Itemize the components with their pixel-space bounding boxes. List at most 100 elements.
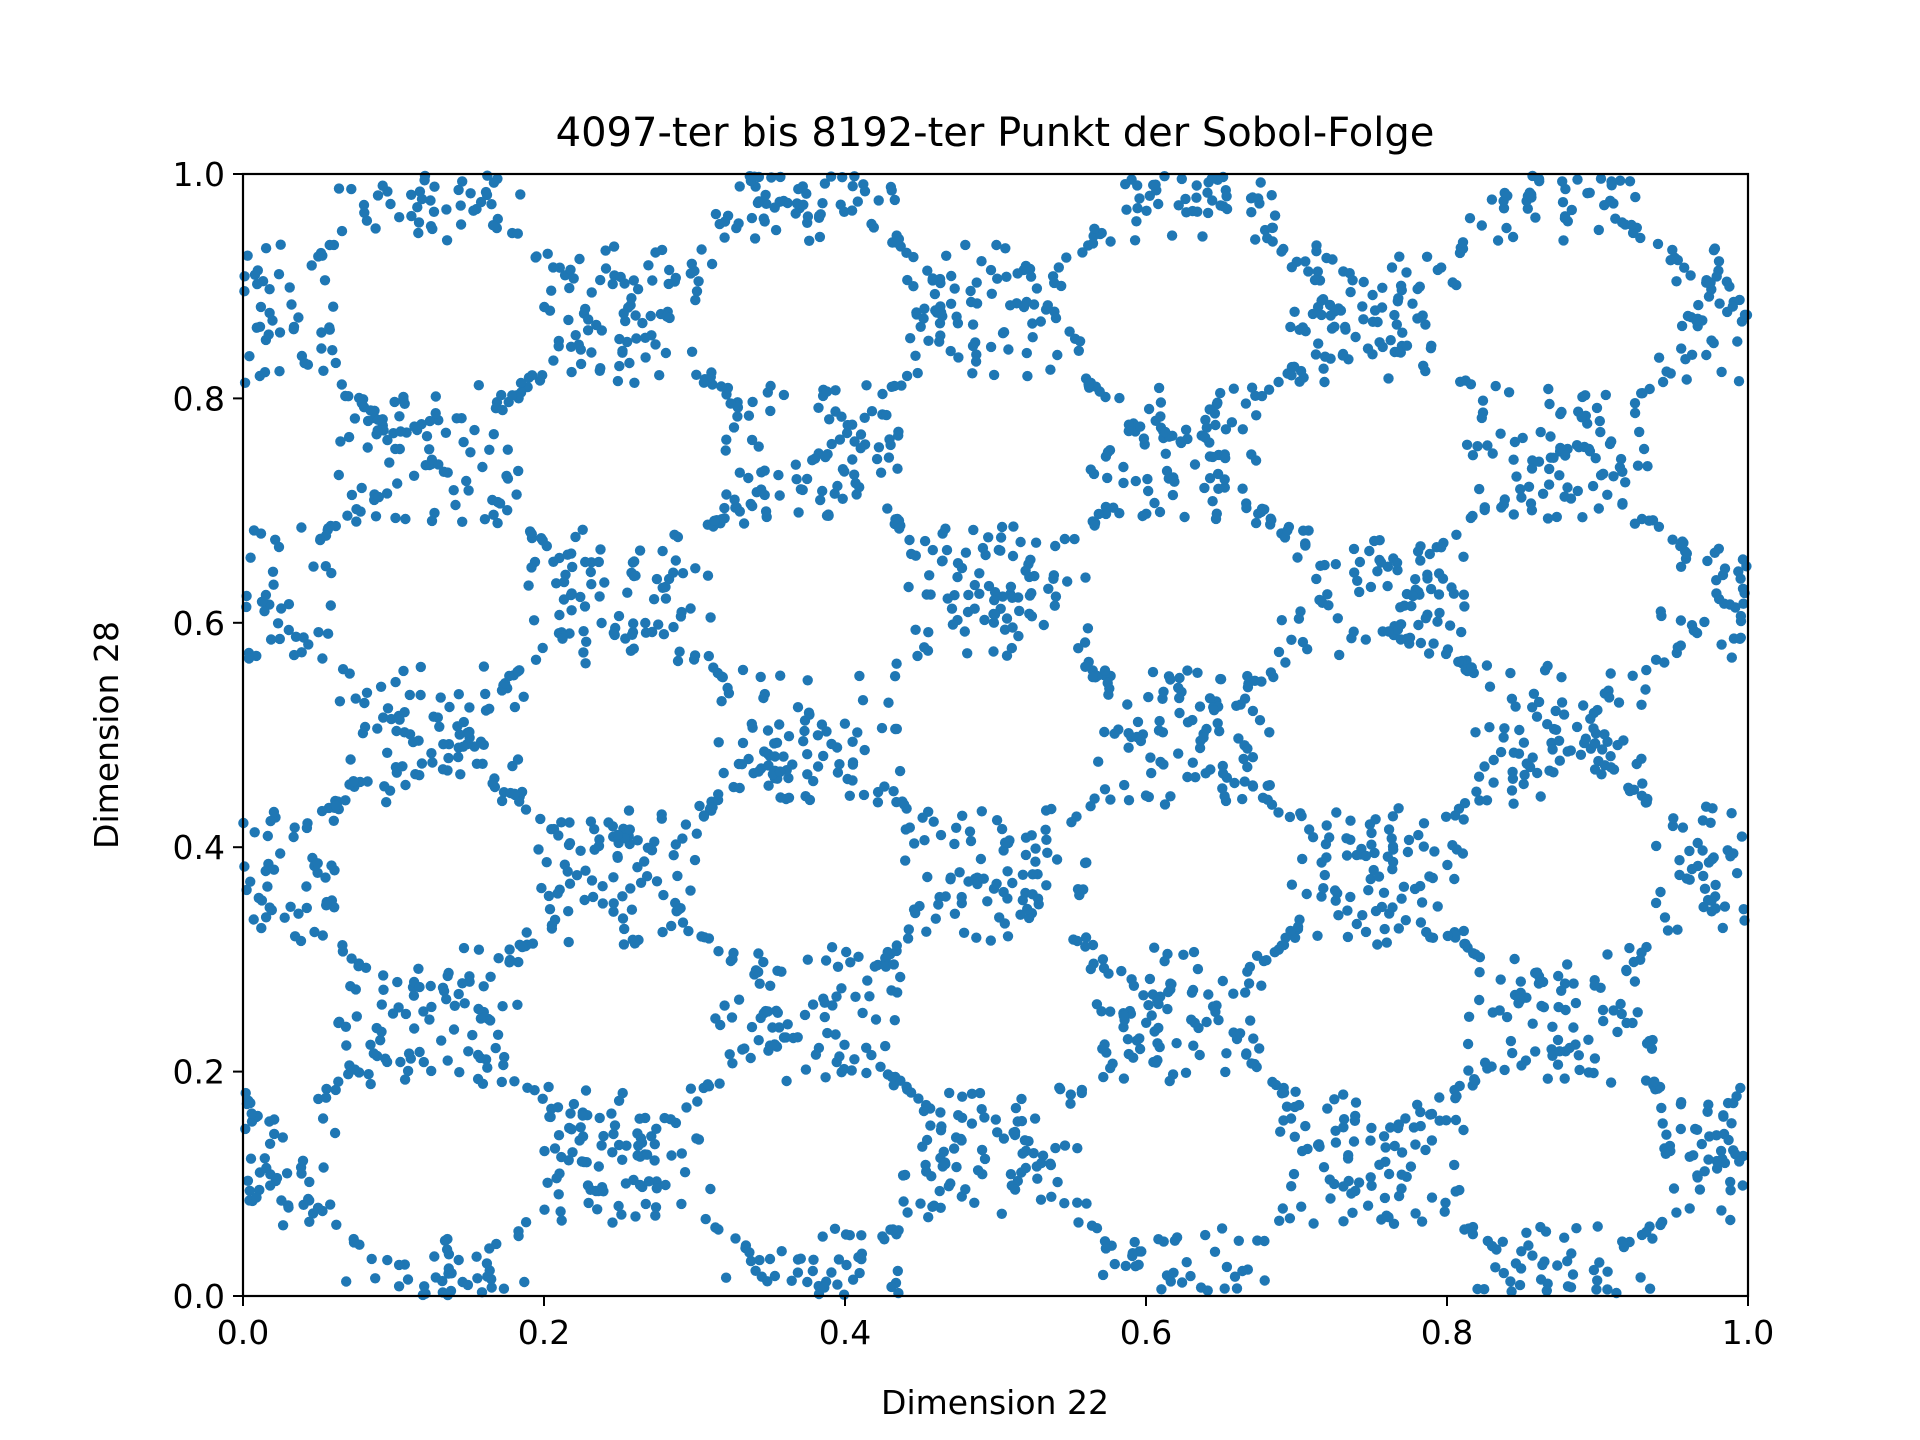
scatter-point xyxy=(776,1246,787,1257)
scatter-point xyxy=(798,199,809,210)
scatter-point xyxy=(1482,440,1493,451)
scatter-point xyxy=(1676,343,1687,354)
scatter-point xyxy=(1465,512,1477,524)
scatter-point xyxy=(1629,407,1641,419)
scatter-point xyxy=(289,931,301,942)
scatter-point xyxy=(1426,340,1437,351)
scatter-point xyxy=(1346,1188,1357,1199)
scatter-point xyxy=(1079,857,1091,869)
scatter-point xyxy=(1162,1003,1173,1015)
scatter-point xyxy=(244,1185,255,1197)
scatter-point xyxy=(1307,832,1319,843)
scatter-point xyxy=(1263,384,1275,395)
scatter-point xyxy=(1367,316,1379,327)
scatter-point xyxy=(996,521,1008,533)
scatter-point xyxy=(333,183,345,194)
scatter-point xyxy=(329,1127,341,1139)
scatter-point xyxy=(1207,451,1218,463)
scatter-point xyxy=(1085,464,1097,475)
scatter-point xyxy=(598,1130,609,1142)
scatter-point xyxy=(1311,240,1322,251)
scatter-point xyxy=(306,260,317,271)
scatter-point xyxy=(1597,744,1608,755)
scatter-point xyxy=(807,999,819,1010)
scatter-point xyxy=(1297,853,1308,865)
scatter-point xyxy=(1105,794,1116,805)
scatter-point xyxy=(239,271,250,282)
scatter-point xyxy=(578,626,589,637)
scatter-point xyxy=(1286,370,1297,381)
scatter-point xyxy=(498,1283,510,1294)
scatter-point xyxy=(968,524,979,536)
scatter-point xyxy=(1464,213,1476,224)
scatter-point xyxy=(1100,508,1112,520)
scatter-point xyxy=(1188,1040,1199,1051)
scatter-point xyxy=(1511,471,1522,482)
scatter-point xyxy=(1636,947,1647,958)
scatter-point xyxy=(340,390,351,402)
scatter-point xyxy=(1072,1197,1083,1208)
scatter-point xyxy=(1555,442,1566,454)
x-tick-label: 0.6 xyxy=(1120,1313,1172,1352)
scatter-point xyxy=(686,258,697,269)
scatter-point xyxy=(580,303,591,315)
scatter-point xyxy=(917,812,928,823)
scatter-point xyxy=(709,515,720,526)
scatter-point xyxy=(1028,1148,1039,1159)
scatter-point xyxy=(738,518,750,529)
scatter-point xyxy=(316,327,327,338)
scatter-point xyxy=(1341,850,1353,861)
scatter-point xyxy=(1544,765,1555,776)
scatter-point xyxy=(1353,1177,1365,1188)
scatter-point xyxy=(1031,283,1043,294)
scatter-point xyxy=(1559,1073,1570,1084)
scatter-point xyxy=(1661,1129,1672,1140)
scatter-point xyxy=(635,877,647,888)
scatter-point xyxy=(917,1141,928,1152)
scatter-point xyxy=(1459,1224,1470,1235)
scatter-point xyxy=(274,366,285,377)
scatter-point xyxy=(945,1178,956,1189)
scatter-point xyxy=(1220,424,1232,435)
scatter-point xyxy=(769,1039,780,1050)
scatter-point xyxy=(901,370,913,382)
scatter-point xyxy=(1705,817,1716,828)
scatter-point xyxy=(1707,853,1718,865)
scatter-point xyxy=(414,981,425,993)
scatter-point xyxy=(1026,611,1038,622)
scatter-point xyxy=(264,1138,276,1150)
scatter-point xyxy=(1288,1168,1300,1180)
scatter-point xyxy=(1590,453,1601,464)
scatter-point xyxy=(1212,718,1223,729)
scatter-point xyxy=(903,581,914,593)
scatter-point xyxy=(394,714,405,725)
scatter-point xyxy=(1052,1176,1063,1188)
scatter-point xyxy=(1194,701,1206,712)
scatter-point xyxy=(1564,1042,1575,1054)
scatter-point xyxy=(444,701,455,713)
scatter-point xyxy=(1007,592,1018,603)
scatter-point xyxy=(1479,1057,1491,1068)
scatter-point xyxy=(668,850,679,861)
scatter-point xyxy=(960,547,972,558)
scatter-point xyxy=(480,688,491,700)
scatter-point xyxy=(484,703,495,714)
scatter-point xyxy=(819,178,831,189)
scatter-point xyxy=(923,1212,934,1223)
scatter-point xyxy=(1406,600,1417,612)
scatter-point xyxy=(533,844,544,855)
scatter-point xyxy=(365,1039,376,1051)
scatter-point xyxy=(513,465,524,477)
scatter-point xyxy=(752,197,764,209)
scatter-point xyxy=(1165,674,1176,685)
scatter-point xyxy=(799,1009,811,1021)
scatter-point xyxy=(471,758,483,769)
scatter-point xyxy=(630,310,641,321)
scatter-point xyxy=(1523,1240,1534,1251)
scatter-point xyxy=(1242,761,1253,773)
scatter-point xyxy=(705,802,716,814)
scatter-point xyxy=(1385,335,1396,346)
scatter-point xyxy=(1123,425,1135,437)
scatter-point xyxy=(1012,268,1023,279)
scatter-point xyxy=(791,474,802,485)
